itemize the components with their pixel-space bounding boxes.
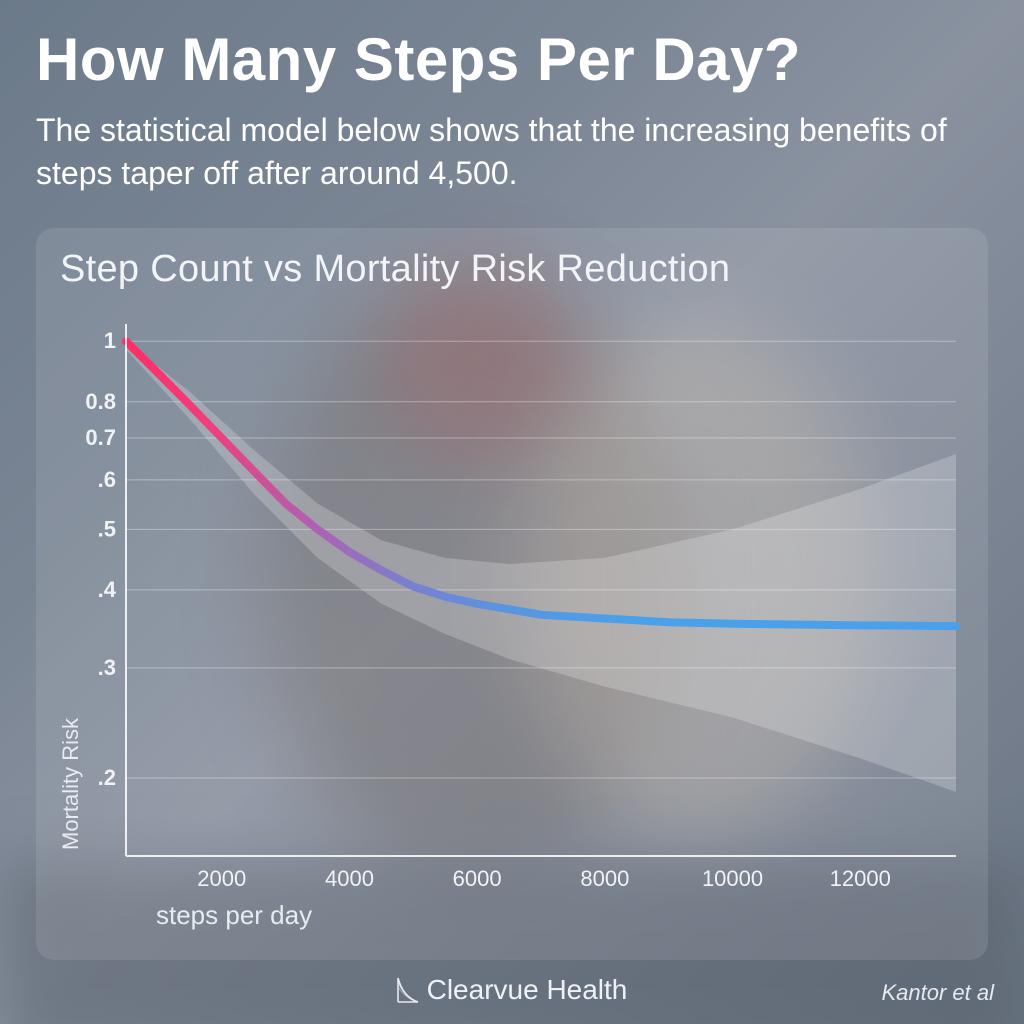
y-axis-label: Mortality Risk xyxy=(60,717,83,850)
y-tick-label: .3 xyxy=(98,655,116,680)
x-tick-label: 8000 xyxy=(580,866,629,891)
x-tick-label: 2000 xyxy=(197,866,246,891)
page-title: How Many Steps Per Day? xyxy=(36,28,988,91)
y-tick-label: 0.8 xyxy=(85,389,116,414)
chart-area: 1 0.8 0.7 .6 .5 .4 .3 .2 2000 4000 6000 8000 10000 12… xyxy=(60,306,964,936)
footer: Clearvue Health xyxy=(0,968,1024,1012)
brand-text: Clearvue Health xyxy=(427,974,628,1006)
x-axis-label: steps per day xyxy=(156,900,312,930)
chart-svg: 1 0.8 0.7 .6 .5 .4 .3 .2 2000 4000 6000 8000 10000 12… xyxy=(60,306,964,936)
y-tick-label: 1 xyxy=(104,328,116,353)
y-tick-label: 0.7 xyxy=(85,425,116,450)
y-tick-label: .6 xyxy=(98,467,116,492)
y-tick-label: .5 xyxy=(98,516,116,541)
page-subtitle: The statistical model below shows that t… xyxy=(36,109,976,195)
y-tick-label: .2 xyxy=(98,765,116,790)
x-tick-label: 12000 xyxy=(830,866,891,891)
brand: Clearvue Health xyxy=(397,974,628,1006)
y-tick-label: .4 xyxy=(98,577,117,602)
confidence-band xyxy=(126,341,956,792)
chart-card: Step Count vs Mortality Risk Reduction 1… xyxy=(36,228,988,960)
x-tick-label: 10000 xyxy=(702,866,763,891)
chart-title: Step Count vs Mortality Risk Reduction xyxy=(60,248,964,291)
x-tick-label: 4000 xyxy=(325,866,374,891)
brand-logo-icon xyxy=(397,977,419,1003)
citation: Kantor et al xyxy=(881,980,994,1006)
content-container: How Many Steps Per Day? The statistical … xyxy=(0,0,1024,1024)
x-tick-label: 6000 xyxy=(453,866,502,891)
